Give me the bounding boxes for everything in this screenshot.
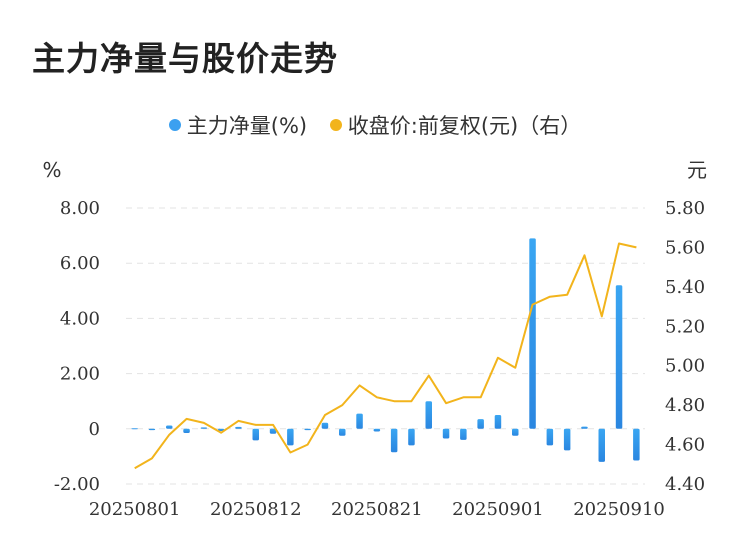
right-tick-label: 4.80 (665, 395, 705, 416)
right-tick-label: 5.80 (665, 198, 705, 219)
left-axis-unit: % (42, 158, 61, 182)
left-tick-label: 8.00 (60, 198, 100, 219)
chart-title: 主力净量与股价走势 (32, 39, 338, 78)
bar[interactable] (615, 285, 623, 429)
x-tick-label: 20250910 (573, 499, 665, 520)
legend-dot-orange-icon (329, 119, 342, 131)
x-tick-label: 20250812 (210, 499, 302, 520)
legend-item-main-net[interactable]: 主力净量(%) (168, 110, 308, 140)
bar[interactable] (390, 428, 398, 453)
right-tick-label: 5.00 (665, 356, 705, 377)
bar[interactable] (563, 428, 571, 451)
bar[interactable] (373, 428, 381, 432)
legend-item-close-price[interactable]: 收盘价:前复权(元)（右） (329, 110, 582, 140)
bar[interactable] (442, 428, 450, 439)
left-tick-label: 0 (89, 419, 100, 440)
bar[interactable] (321, 422, 329, 429)
bar[interactable] (166, 425, 173, 429)
x-axis-ticks: 20250801 20250812 20250821 20250901 20250910 (89, 499, 665, 520)
right-tick-label: 4.60 (665, 435, 705, 456)
bar[interactable] (356, 413, 363, 429)
bar[interactable] (494, 415, 502, 429)
bar[interactable] (339, 428, 346, 436)
bar[interactable] (287, 428, 294, 446)
left-axis-ticks: 8.00 6.00 4.00 2.00 0 -2.00 (54, 198, 100, 495)
bar[interactable] (598, 428, 606, 462)
x-tick-label: 20250801 (89, 499, 181, 520)
bar[interactable] (512, 428, 519, 436)
left-tick-label: 4.00 (60, 308, 100, 329)
bar-series (131, 238, 640, 462)
legend-label: 收盘价:前复权(元)（右） (347, 114, 582, 138)
x-tick-label: 20250821 (331, 499, 423, 520)
right-axis-ticks: 5.80 5.60 5.40 5.20 5.00 4.80 4.60 4.40 (665, 198, 705, 495)
right-tick-label: 5.60 (665, 237, 705, 258)
left-tick-label: 6.00 (60, 253, 100, 274)
chart-legend: 主力净量(%) 收盘价:前复权(元)（右） (0, 110, 750, 140)
legend-label: 主力净量(%) (186, 114, 308, 138)
bar[interactable] (131, 428, 138, 430)
bar[interactable] (425, 401, 433, 429)
bar[interactable] (477, 419, 484, 429)
bar[interactable] (633, 428, 640, 461)
left-tick-label: 2.00 (60, 364, 100, 385)
right-tick-label: 5.40 (665, 277, 705, 298)
legend-dot-blue-icon (168, 119, 181, 131)
bar[interactable] (200, 427, 208, 429)
right-tick-label: 5.20 (665, 316, 705, 337)
bar[interactable] (269, 428, 277, 434)
x-tick-label: 20250901 (452, 499, 544, 520)
bar[interactable] (460, 428, 467, 440)
right-axis-unit: 元 (687, 158, 707, 182)
bar[interactable] (304, 428, 311, 431)
bar[interactable] (235, 426, 242, 429)
bar[interactable] (183, 428, 190, 433)
bar[interactable] (252, 428, 260, 441)
right-tick-label: 4.40 (665, 474, 705, 495)
bar[interactable] (529, 238, 536, 429)
left-tick-label: -2.00 (54, 474, 100, 495)
bar[interactable] (408, 428, 415, 446)
bar[interactable] (148, 428, 156, 431)
price-line[interactable] (134, 242, 637, 470)
line-series (134, 242, 637, 470)
bar[interactable] (546, 428, 554, 446)
bar[interactable] (581, 426, 588, 429)
grid-lines (126, 207, 645, 485)
